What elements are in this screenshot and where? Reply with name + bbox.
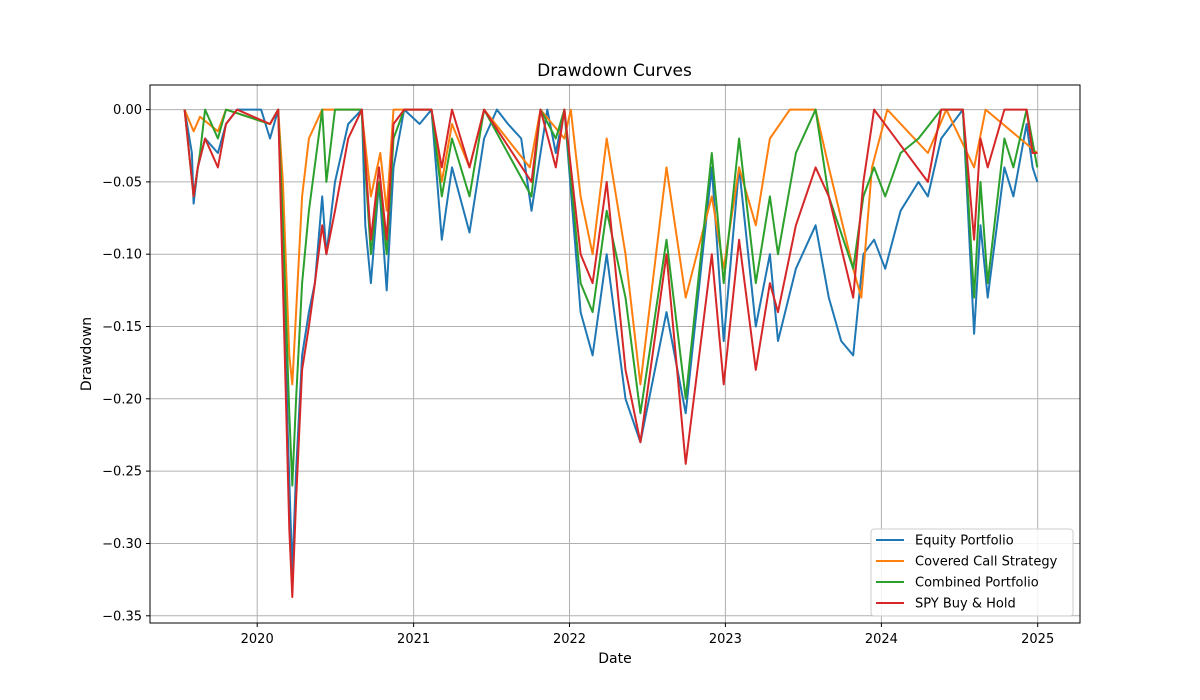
y-tick-label: −0.05 (102, 175, 142, 190)
legend-label-2: Covered Call Strategy (915, 555, 1058, 570)
y-tick-label: −0.20 (102, 392, 142, 407)
y-tick-label: −0.25 (102, 465, 142, 480)
x-tick-label: 2023 (709, 632, 742, 647)
axis-ticks: 2020 2021 2022 2023 2024 2025 0.00 −0.05 −0.10 −0… (102, 103, 1054, 647)
y-tick-label: 0.00 (113, 103, 142, 118)
y-axis-title: Drawdown (79, 317, 95, 391)
legend-label-1: Equity Portfolio (915, 534, 1014, 549)
series-line-1 (183, 108, 1039, 574)
plot-frame (149, 84, 1081, 624)
y-tick-label: −0.35 (102, 609, 142, 624)
y-tick-label: −0.30 (102, 537, 142, 552)
x-axis-title: Date (598, 651, 631, 667)
x-tick-label: 2021 (397, 632, 430, 647)
series-lines (183, 108, 1039, 598)
y-tick-label: −0.15 (102, 320, 142, 335)
legend: Equity Portfolio Covered Call Strategy Com… (870, 528, 1074, 617)
x-tick-label: 2025 (1021, 632, 1054, 647)
x-tick-label: 2020 (241, 632, 274, 647)
y-tick-label: −0.10 (102, 248, 142, 263)
x-tick-label: 2022 (553, 632, 586, 647)
series-line-4 (183, 108, 1038, 598)
legend-label-4: SPY Buy & Hold (915, 597, 1016, 612)
legend-box (870, 528, 1074, 617)
series-line-2 (183, 108, 1038, 386)
chart-title: Drawdown Curves (537, 61, 692, 81)
legend-label-3: Combined Portfolio (915, 576, 1039, 591)
x-tick-label: 2024 (865, 632, 898, 647)
